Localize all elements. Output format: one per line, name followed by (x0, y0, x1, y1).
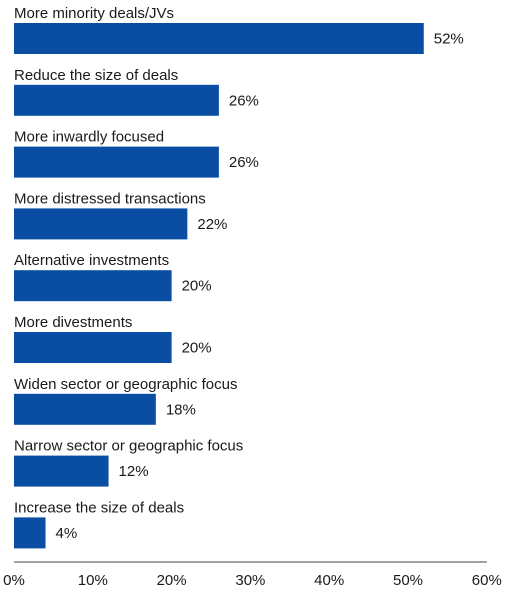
x-tick-label: 50% (393, 572, 423, 589)
category-label: Widen sector or geographic focus (14, 376, 237, 393)
x-axis-ticks: 0% 10% 20% 30% 40% 50% 60% (3, 572, 502, 589)
x-tick-label: 10% (78, 572, 108, 589)
x-tick-label: 60% (472, 572, 502, 589)
data-label: 52% (434, 31, 464, 48)
data-label: 20% (182, 340, 212, 357)
bar (14, 146, 219, 178)
category-label: Narrow sector or geographic focus (14, 438, 243, 455)
bar (14, 23, 424, 54)
bar (14, 517, 46, 549)
data-label: 22% (197, 216, 227, 233)
data-label: 20% (182, 278, 212, 295)
bars-group (14, 23, 424, 549)
x-tick-label: 30% (235, 572, 265, 589)
category-label: Reduce the size of deals (14, 67, 178, 84)
category-label: More minority deals/JVs (14, 5, 174, 22)
bar (14, 332, 172, 363)
bar (14, 455, 109, 487)
bar (14, 393, 156, 425)
category-label: Increase the size of deals (14, 499, 184, 516)
category-label: More divestments (14, 314, 132, 331)
x-tick-label: 0% (3, 572, 25, 589)
category-label: More distressed transactions (14, 190, 206, 207)
bar (14, 208, 188, 240)
data-label: 26% (229, 92, 259, 109)
data-label: 18% (166, 401, 196, 418)
bar (14, 270, 172, 302)
x-tick-label: 20% (157, 572, 187, 589)
data-label: 26% (229, 154, 259, 171)
category-label: Alternative investments (14, 252, 169, 269)
data-label: 12% (119, 463, 149, 480)
labels-group: More minority deals/JVs 52% Reduce the siz… (14, 5, 464, 542)
bar (14, 84, 219, 116)
x-tick-label: 40% (314, 572, 344, 589)
data-label: 4% (56, 525, 78, 542)
category-label: More inwardly focused (14, 129, 164, 146)
